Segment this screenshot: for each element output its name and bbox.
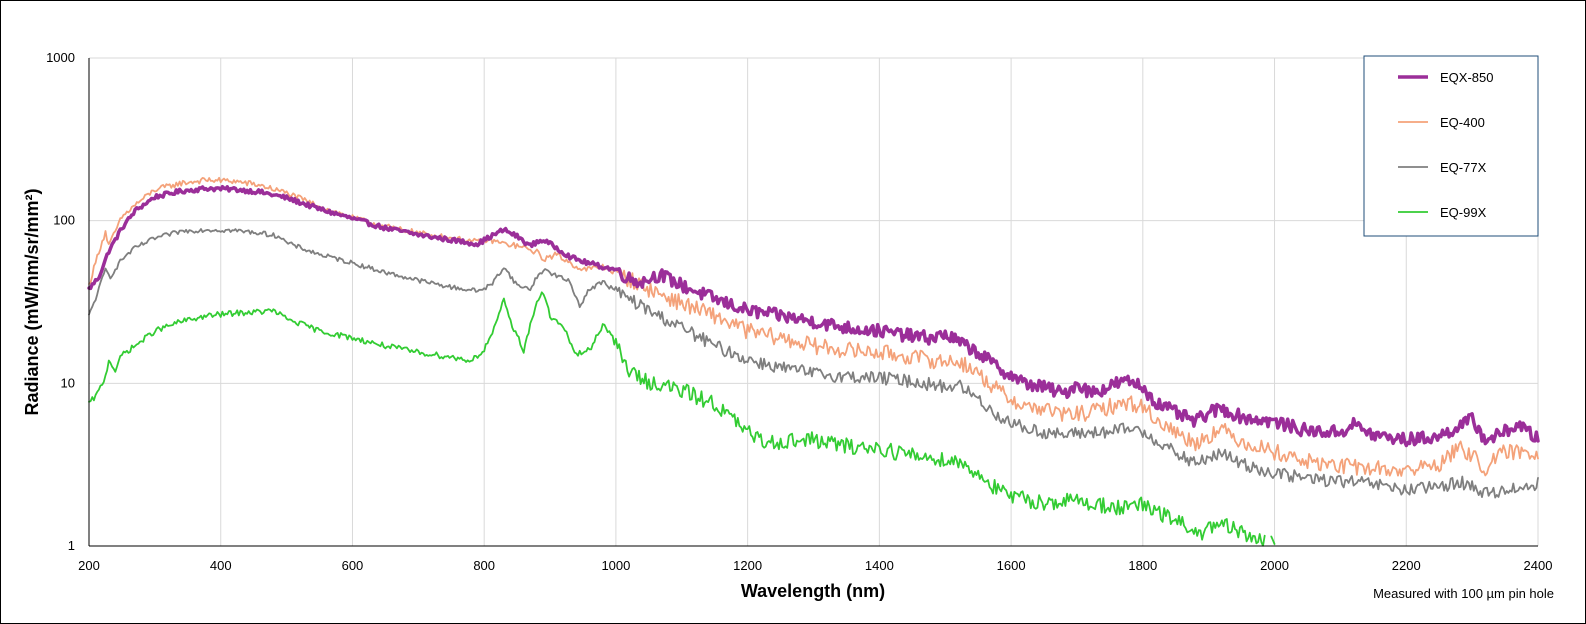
series-layer bbox=[87, 176, 1540, 547]
x-tick-label: 200 bbox=[78, 558, 100, 573]
y-tick-label: 1 bbox=[68, 538, 75, 553]
legend-label-eq-400: EQ-400 bbox=[1440, 115, 1485, 130]
y-tick-label: 100 bbox=[53, 213, 75, 228]
measurement-note: Measured with 100 µm pin hole bbox=[1373, 586, 1554, 601]
x-tick-label: 1600 bbox=[997, 558, 1026, 573]
x-tick-label: 2200 bbox=[1392, 558, 1421, 573]
tick-labels: 200 400 600 800 1000 1200 1400 1600 1800 2000 2200… bbox=[46, 50, 1552, 573]
legend-label-eq-77x: EQ-77X bbox=[1440, 160, 1487, 175]
series-line-eq-99x bbox=[88, 291, 1276, 547]
x-axis-title: Wavelength (nm) bbox=[741, 581, 885, 601]
x-tick-label: 1200 bbox=[733, 558, 762, 573]
y-axis-title: Radiance (mW/nm/sr/mm²) bbox=[22, 188, 42, 415]
x-tick-label: 600 bbox=[342, 558, 364, 573]
legend-label-eq-99x: EQ-99X bbox=[1440, 205, 1487, 220]
x-tick-label: 1400 bbox=[865, 558, 894, 573]
x-tick-label: 2400 bbox=[1524, 558, 1553, 573]
x-tick-label: 1000 bbox=[601, 558, 630, 573]
y-tick-label: 1000 bbox=[46, 50, 75, 65]
y-tick-label: 10 bbox=[61, 375, 75, 390]
grid-lines bbox=[89, 57, 1539, 546]
legend-box bbox=[1363, 55, 1539, 237]
legend: EQX-850 EQ-400 EQ-77X EQ-99X bbox=[1363, 55, 1539, 237]
legend-label-eqx-850: EQX-850 bbox=[1440, 70, 1493, 85]
axes bbox=[88, 58, 1538, 547]
series-line-eqx-850 bbox=[87, 184, 1540, 448]
x-tick-label: 2000 bbox=[1260, 558, 1289, 573]
x-tick-label: 800 bbox=[473, 558, 495, 573]
series-line-eq-77x bbox=[88, 228, 1539, 499]
x-tick-label: 400 bbox=[210, 558, 232, 573]
x-tick-label: 1800 bbox=[1128, 558, 1157, 573]
